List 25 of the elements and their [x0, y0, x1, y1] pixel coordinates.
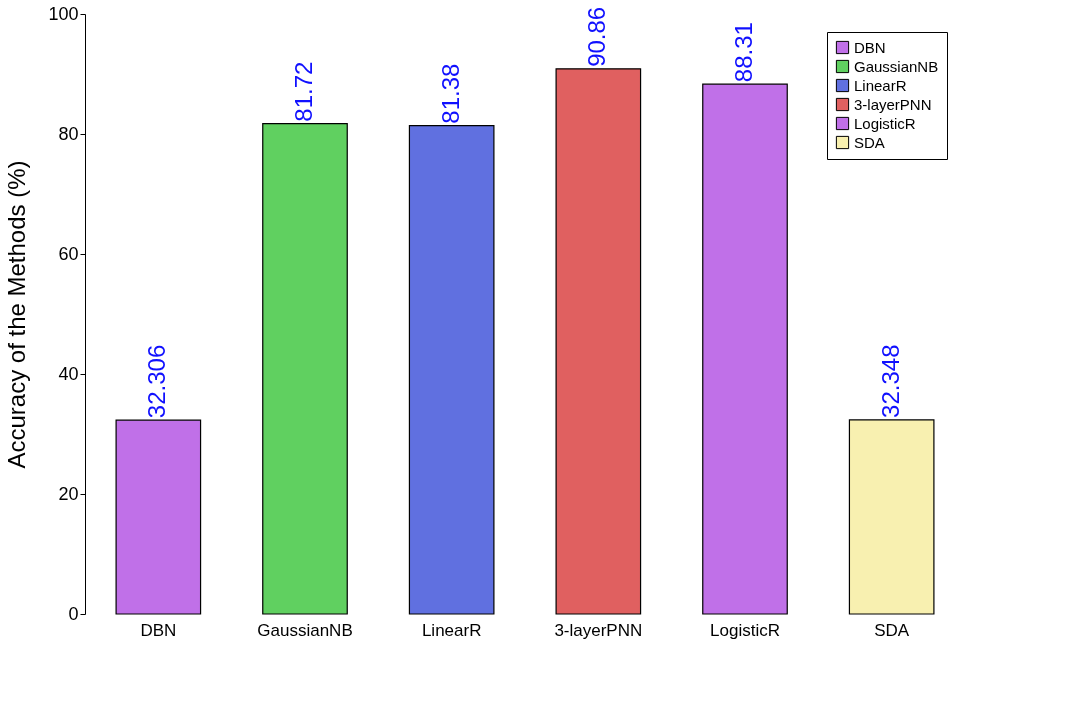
y-tick-label: 60: [58, 243, 79, 264]
legend-label: DBN: [854, 38, 886, 56]
data-label: 32.348: [876, 344, 904, 418]
x-tick-label: SDA: [874, 620, 910, 640]
x-tick-label: LogisticR: [710, 620, 780, 640]
y-tick-label: 80: [58, 123, 79, 144]
legend-label: 3-layerPNN: [854, 95, 932, 113]
legend-label: SDA: [854, 133, 885, 151]
data-label: 81.38: [436, 63, 464, 124]
data-label: 90.86: [583, 6, 611, 67]
x-tick-label: GaussianNB: [257, 620, 353, 640]
x-tick-label: 3-layerPNN: [554, 620, 643, 640]
data-label: 81.72: [290, 61, 317, 122]
y-tick-label: 100: [48, 3, 79, 24]
data-label: 88.31: [730, 22, 757, 83]
x-tick-label: LinearR: [421, 620, 482, 640]
y-axis-title: Accuracy of the Methods (%): [3, 160, 31, 469]
legend-label: GaussianNB: [854, 57, 939, 75]
x-tick-label: DBN: [140, 620, 177, 640]
legend-label: LogisticR: [854, 114, 916, 132]
y-tick-label: 0: [68, 603, 79, 624]
legend-label: LinearR: [854, 76, 907, 94]
y-tick-label: 20: [58, 483, 79, 504]
y-tick-label: 40: [58, 363, 79, 384]
data-label: 32.306: [143, 344, 171, 419]
